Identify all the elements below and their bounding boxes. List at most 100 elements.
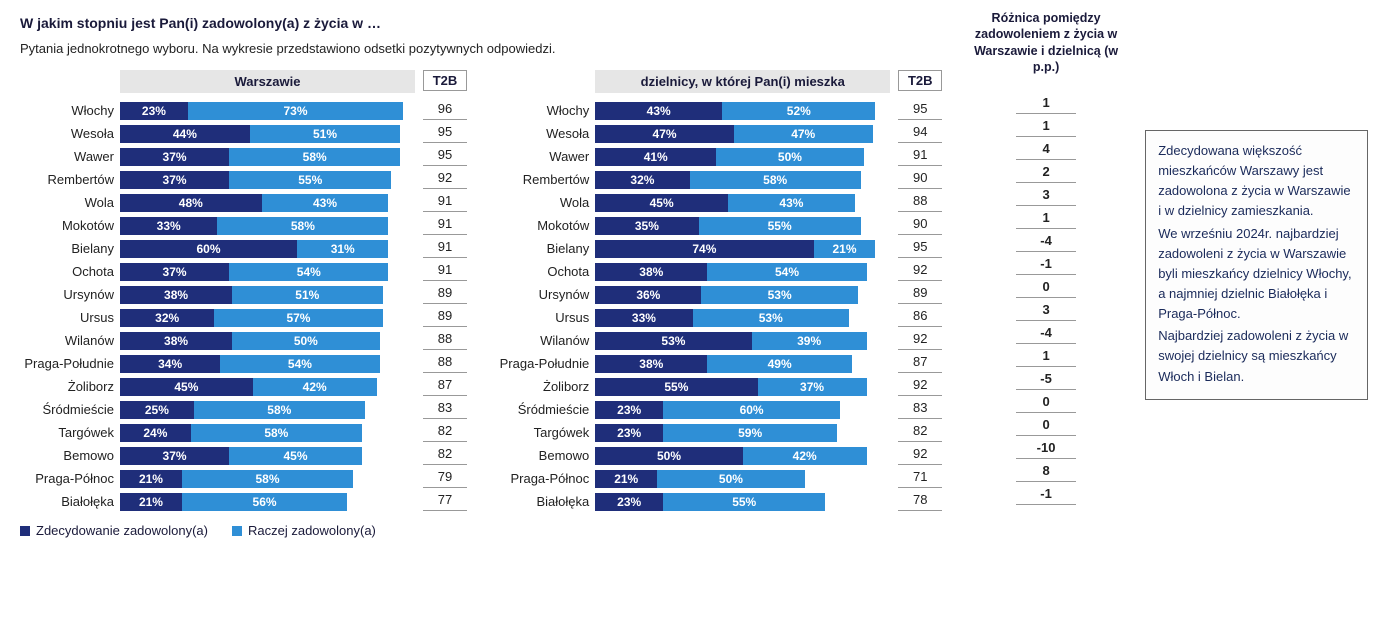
diff-cell: 1 (1016, 114, 1076, 137)
legend-label-mild: Raczej zadowolony(a) (248, 523, 376, 538)
row-label: Żoliborz (20, 379, 120, 394)
chart-row: Włochy43%52% (495, 99, 890, 122)
bar-segment-mild: 37% (758, 378, 867, 396)
t2b-cell: 77 (423, 488, 467, 511)
bar-segment-mild: 59% (663, 424, 837, 442)
chart-row: Mokotów33%58% (20, 214, 415, 237)
bar-segment-mild: 50% (232, 332, 380, 350)
diff-col: Różnica pomiędzy zadowoleniem z życia w … (961, 70, 1131, 505)
bar-segment-mild: 51% (250, 125, 400, 143)
chart-row: Wesoła44%51% (20, 122, 415, 145)
note-box: Zdecydowana większość mieszkańców Warsza… (1145, 130, 1368, 400)
bar-segment-mild: 54% (707, 263, 866, 281)
diff-cell: 1 (1016, 91, 1076, 114)
chart-row: Praga-Północ21%50% (495, 467, 890, 490)
bar-segment-mild: 58% (191, 424, 362, 442)
t2b-cell: 89 (423, 304, 467, 327)
chart-row: Wola48%43% (20, 191, 415, 214)
bar-segment-strong: 48% (120, 194, 262, 212)
legend-swatch-strong (20, 526, 30, 536)
chart-row: Mokotów35%55% (495, 214, 890, 237)
t2b-cell: 95 (898, 97, 942, 120)
bar-wrap: 44%51% (120, 125, 415, 143)
bar-segment-mild: 55% (663, 493, 825, 511)
bar-wrap: 23%55% (595, 493, 890, 511)
t2b-cell: 91 (423, 189, 467, 212)
chart-row: Białołęka23%55% (495, 490, 890, 513)
row-label: Mokotów (495, 218, 595, 233)
chart-district: dzielnicy, w której Pan(i) mieszka Włoch… (495, 70, 890, 513)
diff-cell: -10 (1016, 436, 1076, 459)
bar-segment-strong: 35% (595, 217, 698, 235)
bar-segment-mild: 54% (220, 355, 379, 373)
row-label: Ochota (20, 264, 120, 279)
bar-segment-strong: 23% (595, 424, 663, 442)
chart-row: Białołęka21%56% (20, 490, 415, 513)
page-title: W jakim stopniu jest Pan(i) zadowolony(a… (20, 15, 1368, 31)
row-label: Włochy (495, 103, 595, 118)
t2b-cell: 95 (423, 143, 467, 166)
t2b-cell: 82 (898, 419, 942, 442)
bar-wrap: 47%47% (595, 125, 890, 143)
bar-segment-strong: 74% (595, 240, 813, 258)
bar-segment-strong: 53% (595, 332, 751, 350)
chart-row: Wawer37%58% (20, 145, 415, 168)
bar-segment-strong: 45% (595, 194, 728, 212)
t2b-cell: 92 (898, 258, 942, 281)
t2b-cell: 92 (423, 166, 467, 189)
legend-label-strong: Zdecydowanie zadowolony(a) (36, 523, 208, 538)
t2b-cell: 91 (423, 258, 467, 281)
chart-row: Targówek24%58% (20, 421, 415, 444)
diff-cell: -4 (1016, 321, 1076, 344)
chart-row: Ochota38%54% (495, 260, 890, 283)
t2b-cell: 89 (423, 281, 467, 304)
chart-row: Wawer41%50% (495, 145, 890, 168)
chart-row: Rembertów32%58% (495, 168, 890, 191)
t2b-cell: 79 (423, 465, 467, 488)
chart-row: Ursus32%57% (20, 306, 415, 329)
t2b-district-col: T2B 959491908890959289869287928382927178 (898, 70, 942, 511)
diff-cell: -5 (1016, 367, 1076, 390)
bar-segment-strong: 24% (120, 424, 191, 442)
chart-row: Bemowo37%45% (20, 444, 415, 467)
bar-segment-strong: 38% (120, 332, 232, 350)
row-label: Rembertów (20, 172, 120, 187)
bar-segment-mild: 57% (214, 309, 382, 327)
bar-segment-strong: 37% (120, 263, 229, 281)
bar-segment-strong: 33% (595, 309, 692, 327)
bar-segment-strong: 38% (595, 263, 707, 281)
bar-segment-strong: 37% (120, 447, 229, 465)
bar-segment-strong: 38% (120, 286, 232, 304)
bar-wrap: 32%58% (595, 171, 890, 189)
chart-row: Targówek23%59% (495, 421, 890, 444)
diff-header: Różnica pomiędzy zadowoleniem z życia w … (961, 10, 1131, 75)
row-label: Bemowo (20, 448, 120, 463)
bar-segment-strong: 25% (120, 401, 194, 419)
bar-segment-strong: 60% (120, 240, 297, 258)
bar-segment-mild: 47% (734, 125, 873, 143)
diff-cell: 3 (1016, 298, 1076, 321)
bar-wrap: 43%52% (595, 102, 890, 120)
bar-wrap: 21%58% (120, 470, 415, 488)
bar-segment-strong: 32% (595, 171, 689, 189)
t2b-cell: 83 (423, 396, 467, 419)
legend: Zdecydowanie zadowolony(a) Raczej zadowo… (20, 523, 1368, 538)
diff-cell: 0 (1016, 413, 1076, 436)
bar-wrap: 24%58% (120, 424, 415, 442)
bar-segment-mild: 51% (232, 286, 382, 304)
legend-swatch-mild (232, 526, 242, 536)
diff-cell: 3 (1016, 183, 1076, 206)
bar-segment-mild: 53% (701, 286, 857, 304)
bar-wrap: 53%39% (595, 332, 890, 350)
bar-segment-mild: 42% (743, 447, 867, 465)
t2b-cell: 91 (423, 235, 467, 258)
row-label: Targówek (495, 425, 595, 440)
bar-wrap: 23%73% (120, 102, 415, 120)
chart-row: Praga-Południe34%54% (20, 352, 415, 375)
row-label: Ursus (20, 310, 120, 325)
bar-wrap: 41%50% (595, 148, 890, 166)
chart-district-header: dzielnicy, w której Pan(i) mieszka (595, 70, 890, 93)
t2b-cell: 82 (423, 442, 467, 465)
t2b-warsaw-header: T2B (423, 70, 467, 91)
bar-segment-strong: 21% (120, 493, 182, 511)
